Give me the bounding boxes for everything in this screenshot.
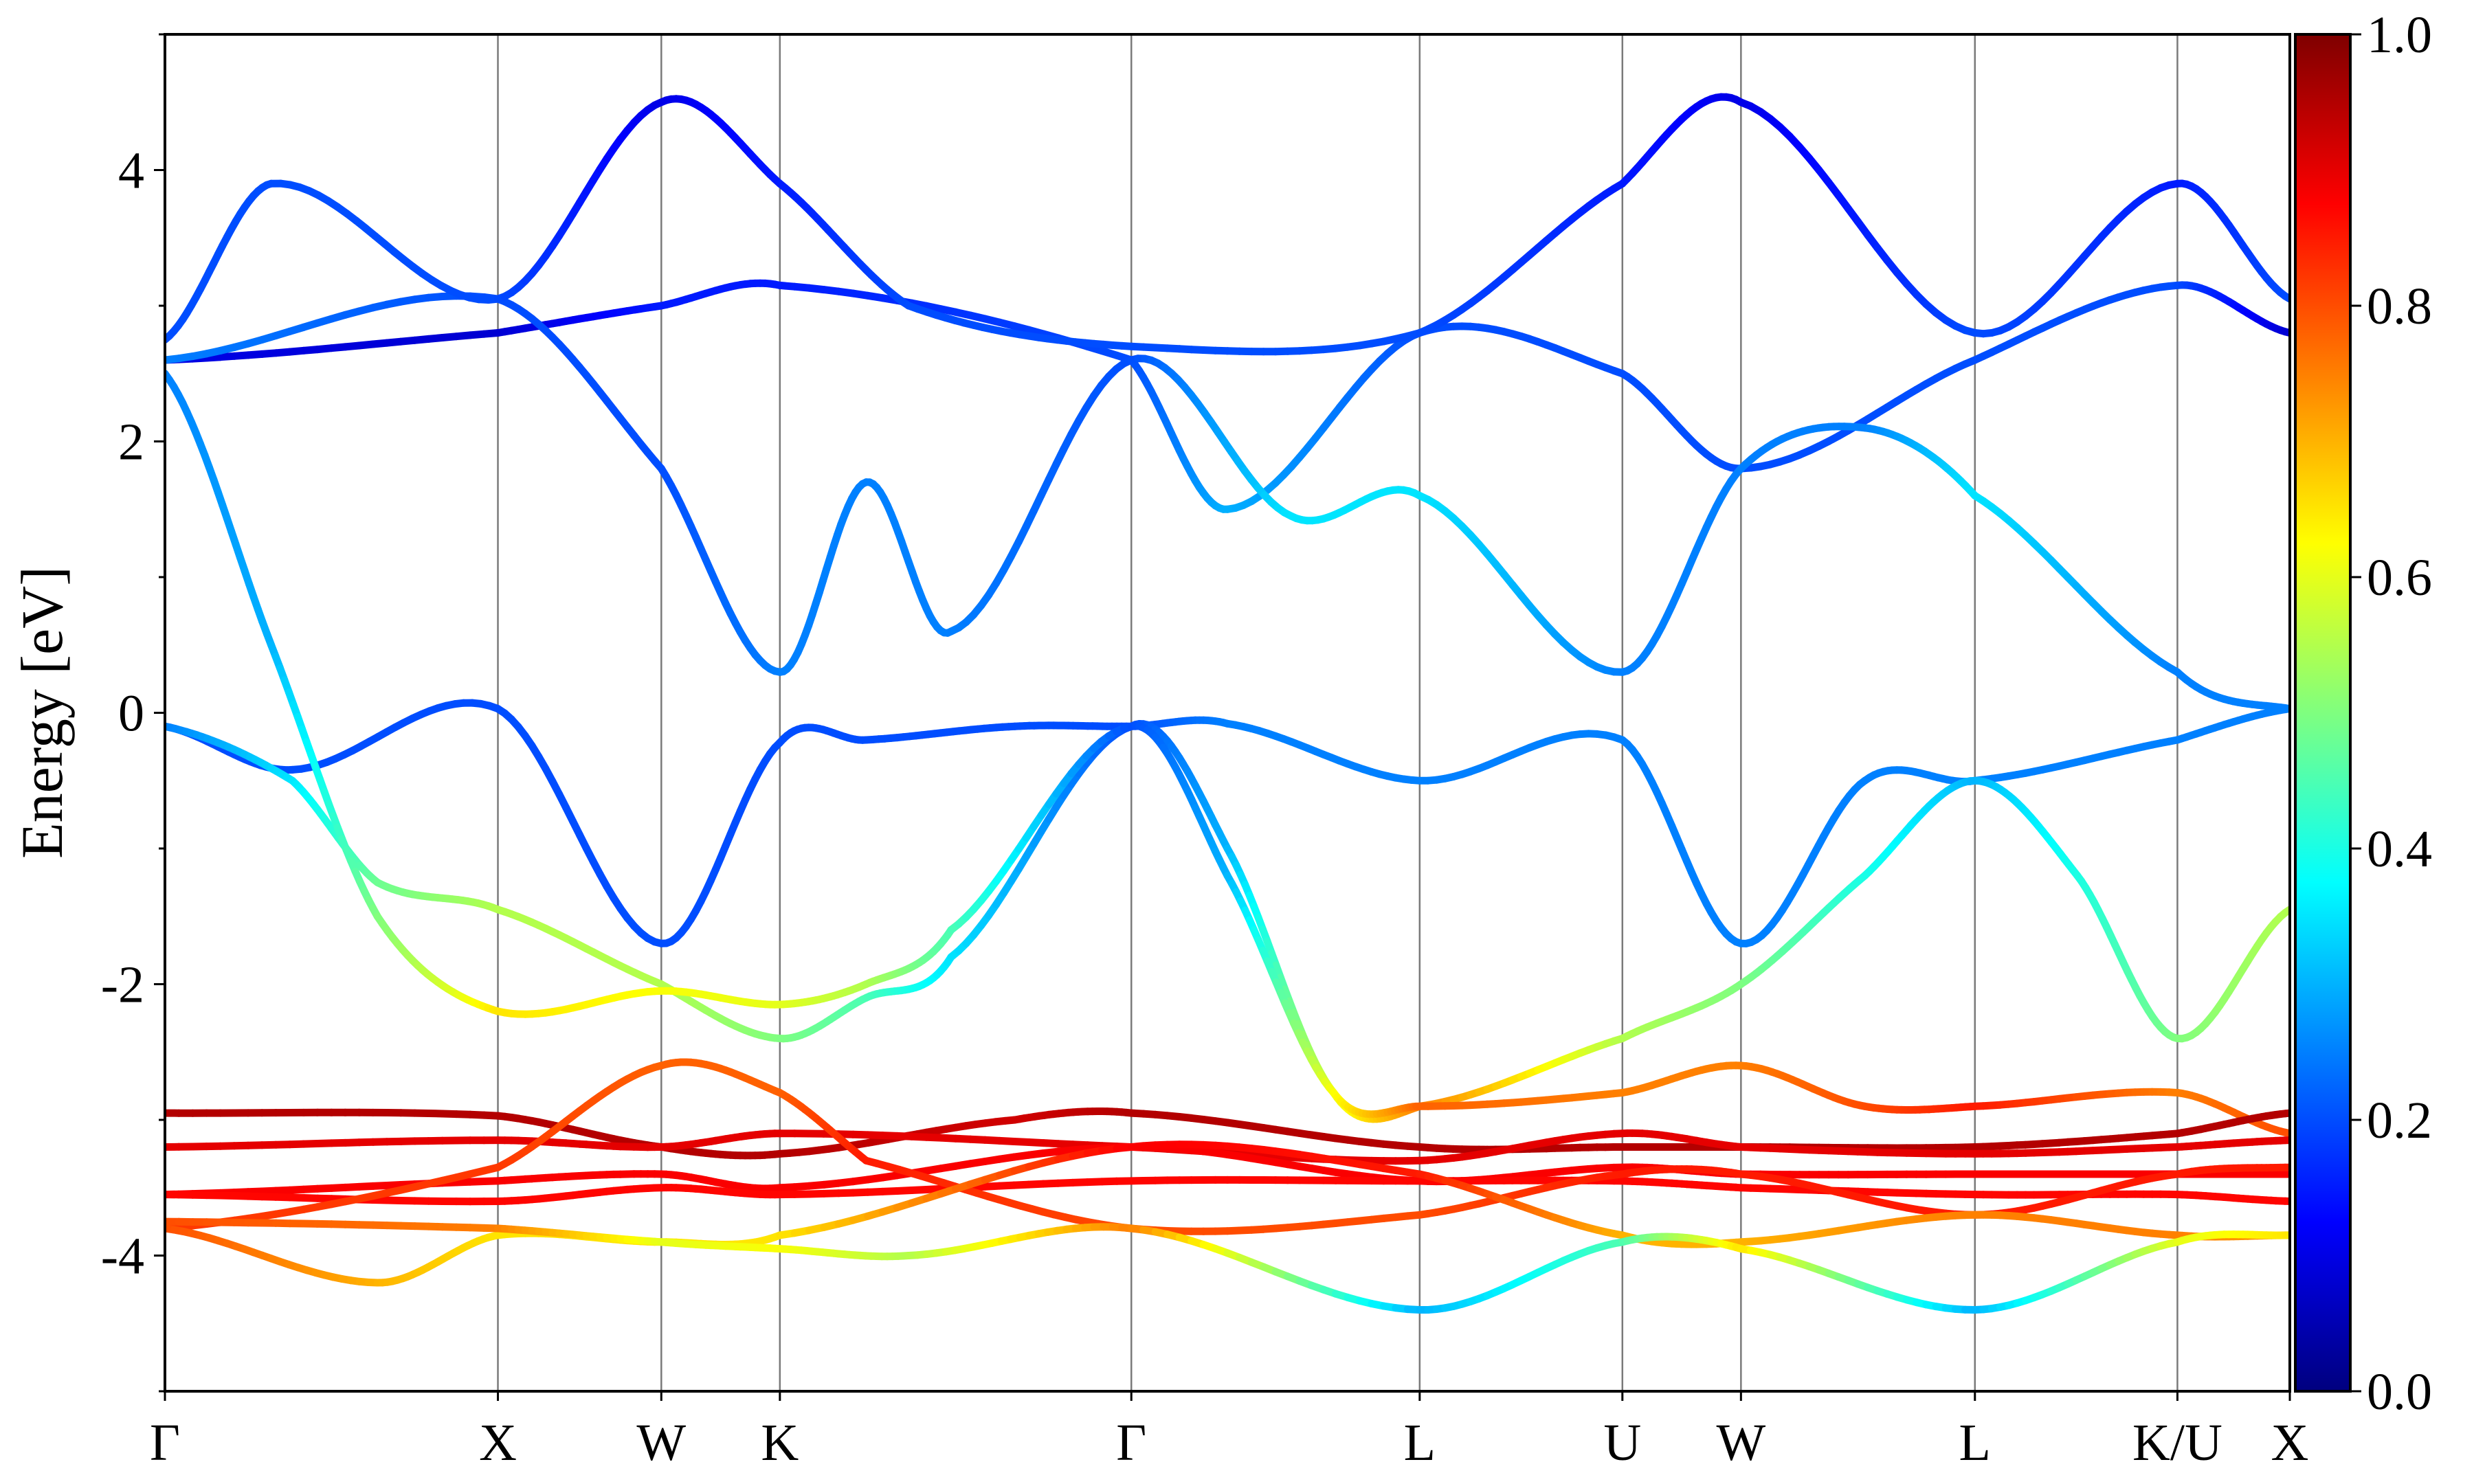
y-tick-label: 0 (118, 685, 144, 743)
band-12 (165, 292, 2290, 713)
x-tick-label: Γ (1116, 1414, 1146, 1472)
x-tick-label: Γ (150, 1414, 180, 1472)
x-tick-label: K/U (2132, 1414, 2222, 1472)
band-lines (165, 93, 2290, 1314)
band-2 (165, 720, 2290, 1123)
plot-frame (164, 33, 2291, 1393)
colorbar-tick-label: 0.2 (2367, 1092, 2432, 1149)
y-tick-label: -4 (101, 1228, 144, 1285)
colorbar-tick-label: 0.6 (2367, 549, 2432, 607)
colorbar-tick-label: 1.0 (2367, 6, 2432, 64)
x-tick-label: L (1959, 1414, 1991, 1472)
x-ticks: Γ X W K Γ L U W L K/U X (150, 1391, 2308, 1472)
x-tick-label: X (479, 1414, 517, 1472)
band-11 (165, 279, 2290, 513)
x-tick-label: L (1404, 1414, 1436, 1472)
band-8 (165, 1058, 2290, 1235)
x-tick-label: W (1716, 1414, 1765, 1472)
colorbar-tick-label: 0.4 (2367, 820, 2432, 878)
colorbar-tick-label: 0.0 (2367, 1363, 2432, 1421)
colorbar-gradient (2294, 33, 2352, 1393)
band-10 (165, 1217, 2290, 1314)
vertical-grid-lines (164, 34, 2291, 1391)
y-tick-label: 4 (118, 142, 144, 200)
y-ticks: -4 -2 0 2 4 (101, 33, 165, 1393)
y-axis-label: Energy [eV] (9, 566, 75, 859)
x-tick-label: U (1603, 1414, 1641, 1472)
band-3 (165, 370, 2290, 1138)
y-tick-label: 2 (118, 414, 144, 471)
band-9 (165, 1140, 2290, 1287)
x-tick-label: W (636, 1414, 686, 1472)
band-13 (165, 93, 2290, 356)
x-tick-label: K (761, 1414, 799, 1472)
colorbar-ticks: 0.0 0.2 0.4 0.6 0.8 1.0 (2350, 6, 2432, 1421)
y-tick-label: -2 (101, 956, 144, 1014)
x-tick-label: X (2271, 1414, 2309, 1472)
colorbar-tick-label: 0.8 (2367, 278, 2432, 335)
band-7 (165, 1176, 2290, 1206)
colorbar: 0.0 0.2 0.4 0.6 0.8 1.0 (2294, 6, 2432, 1421)
